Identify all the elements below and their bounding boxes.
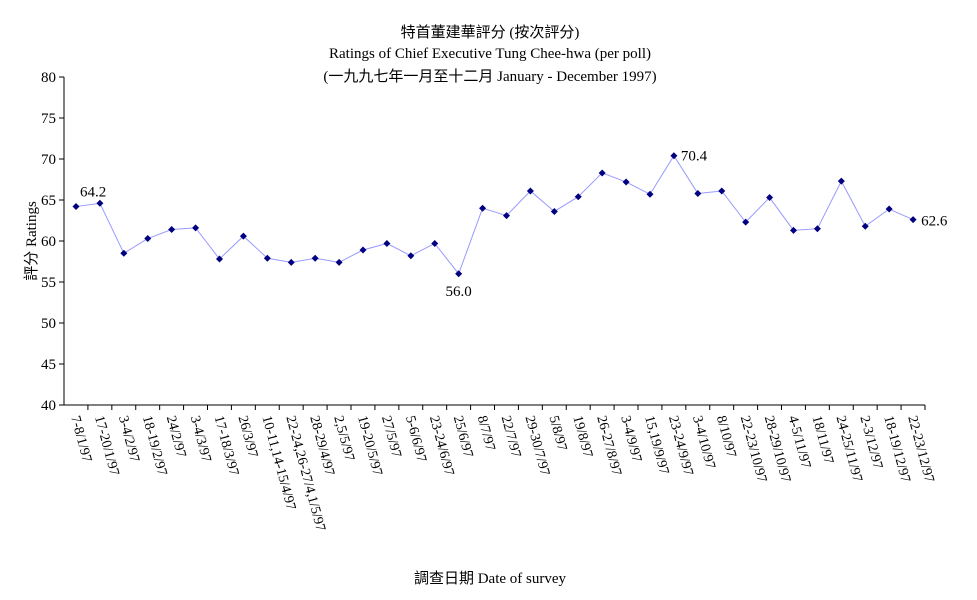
data-label: 64.2 — [80, 185, 106, 201]
data-point — [120, 249, 128, 257]
data-point — [359, 246, 367, 254]
x-tick-label: 25/6/97 — [450, 414, 476, 459]
data-label: 56.0 — [446, 284, 472, 300]
data-point — [72, 203, 80, 211]
data-point — [622, 178, 630, 186]
x-tick-label: 22/7/97 — [498, 414, 524, 459]
y-axis-label: 評分 Ratings — [23, 201, 40, 281]
data-point — [861, 222, 869, 230]
x-tick-label: 26/3/97 — [235, 414, 261, 459]
data-point — [813, 225, 821, 233]
data-point — [263, 254, 271, 262]
data-point — [694, 189, 702, 197]
y-tick-label: 60 — [41, 234, 56, 250]
data-point — [311, 254, 319, 262]
y-tick-label: 75 — [41, 111, 56, 127]
data-point — [168, 226, 176, 234]
y-tick-label: 80 — [41, 70, 56, 86]
data-point — [383, 239, 391, 247]
data-label: 70.4 — [681, 149, 708, 165]
y-tick-label: 55 — [41, 275, 56, 291]
x-tick-label: 24/2/97 — [163, 414, 189, 459]
data-point — [550, 207, 558, 215]
data-point — [503, 212, 510, 220]
data-point — [766, 194, 774, 202]
data-point — [574, 193, 582, 201]
data-point — [526, 187, 534, 195]
data-point — [670, 152, 678, 160]
data-point — [646, 190, 654, 198]
data-point — [909, 216, 917, 224]
data-point — [885, 205, 893, 213]
data-point — [239, 232, 247, 240]
series-line — [75, 154, 914, 275]
x-tick-label: 8/10/97 — [713, 414, 739, 459]
x-tick-label: 7-8/1/97 — [67, 414, 94, 464]
x-axis-label: 調查日期 Date of survey — [414, 570, 567, 587]
data-point — [335, 258, 343, 266]
y-tick-label: 40 — [41, 398, 56, 414]
data-point — [455, 270, 463, 278]
data-point — [144, 235, 152, 243]
data-point — [790, 226, 797, 234]
y-tick-label: 70 — [41, 152, 56, 168]
data-point — [479, 204, 487, 212]
x-tick-label: 8/7/97 — [474, 414, 498, 452]
data-point — [598, 169, 606, 177]
y-tick-label: 45 — [41, 357, 56, 373]
x-tick-label: 3-4/2/97 — [115, 414, 142, 464]
data-point — [407, 252, 415, 260]
x-tick-label: 5/8/97 — [545, 414, 569, 452]
x-tick-label: 3-4/3/97 — [187, 414, 214, 464]
data-point — [216, 255, 223, 263]
x-tick-label: 18/11/97 — [809, 414, 836, 465]
data-point — [837, 177, 845, 185]
chart-title: 特首董建華評分 (按次評分) — [401, 24, 580, 41]
chart-subtitle: Ratings of Chief Executive Tung Chee-hwa… — [329, 46, 651, 62]
data-point — [287, 258, 295, 266]
y-tick-label: 50 — [41, 316, 56, 332]
x-tick-label: 2,5/5/97 — [330, 414, 356, 463]
data-point — [192, 224, 200, 232]
x-tick-label: 3-4/9/97 — [617, 414, 644, 464]
data-point — [431, 239, 439, 247]
x-tick-label: 5-6/6/97 — [402, 414, 429, 464]
x-tick-label: 19/8/97 — [569, 414, 595, 459]
y-tick-label: 65 — [41, 193, 56, 209]
x-tick-label: 27/5/97 — [378, 414, 404, 459]
data-point — [96, 199, 104, 207]
data-label: 62.6 — [921, 214, 948, 230]
data-point — [718, 187, 726, 195]
data-point — [742, 218, 750, 226]
chart-subtitle-2: (一九九七年一月至十二月 January - December 1997) — [323, 68, 656, 85]
